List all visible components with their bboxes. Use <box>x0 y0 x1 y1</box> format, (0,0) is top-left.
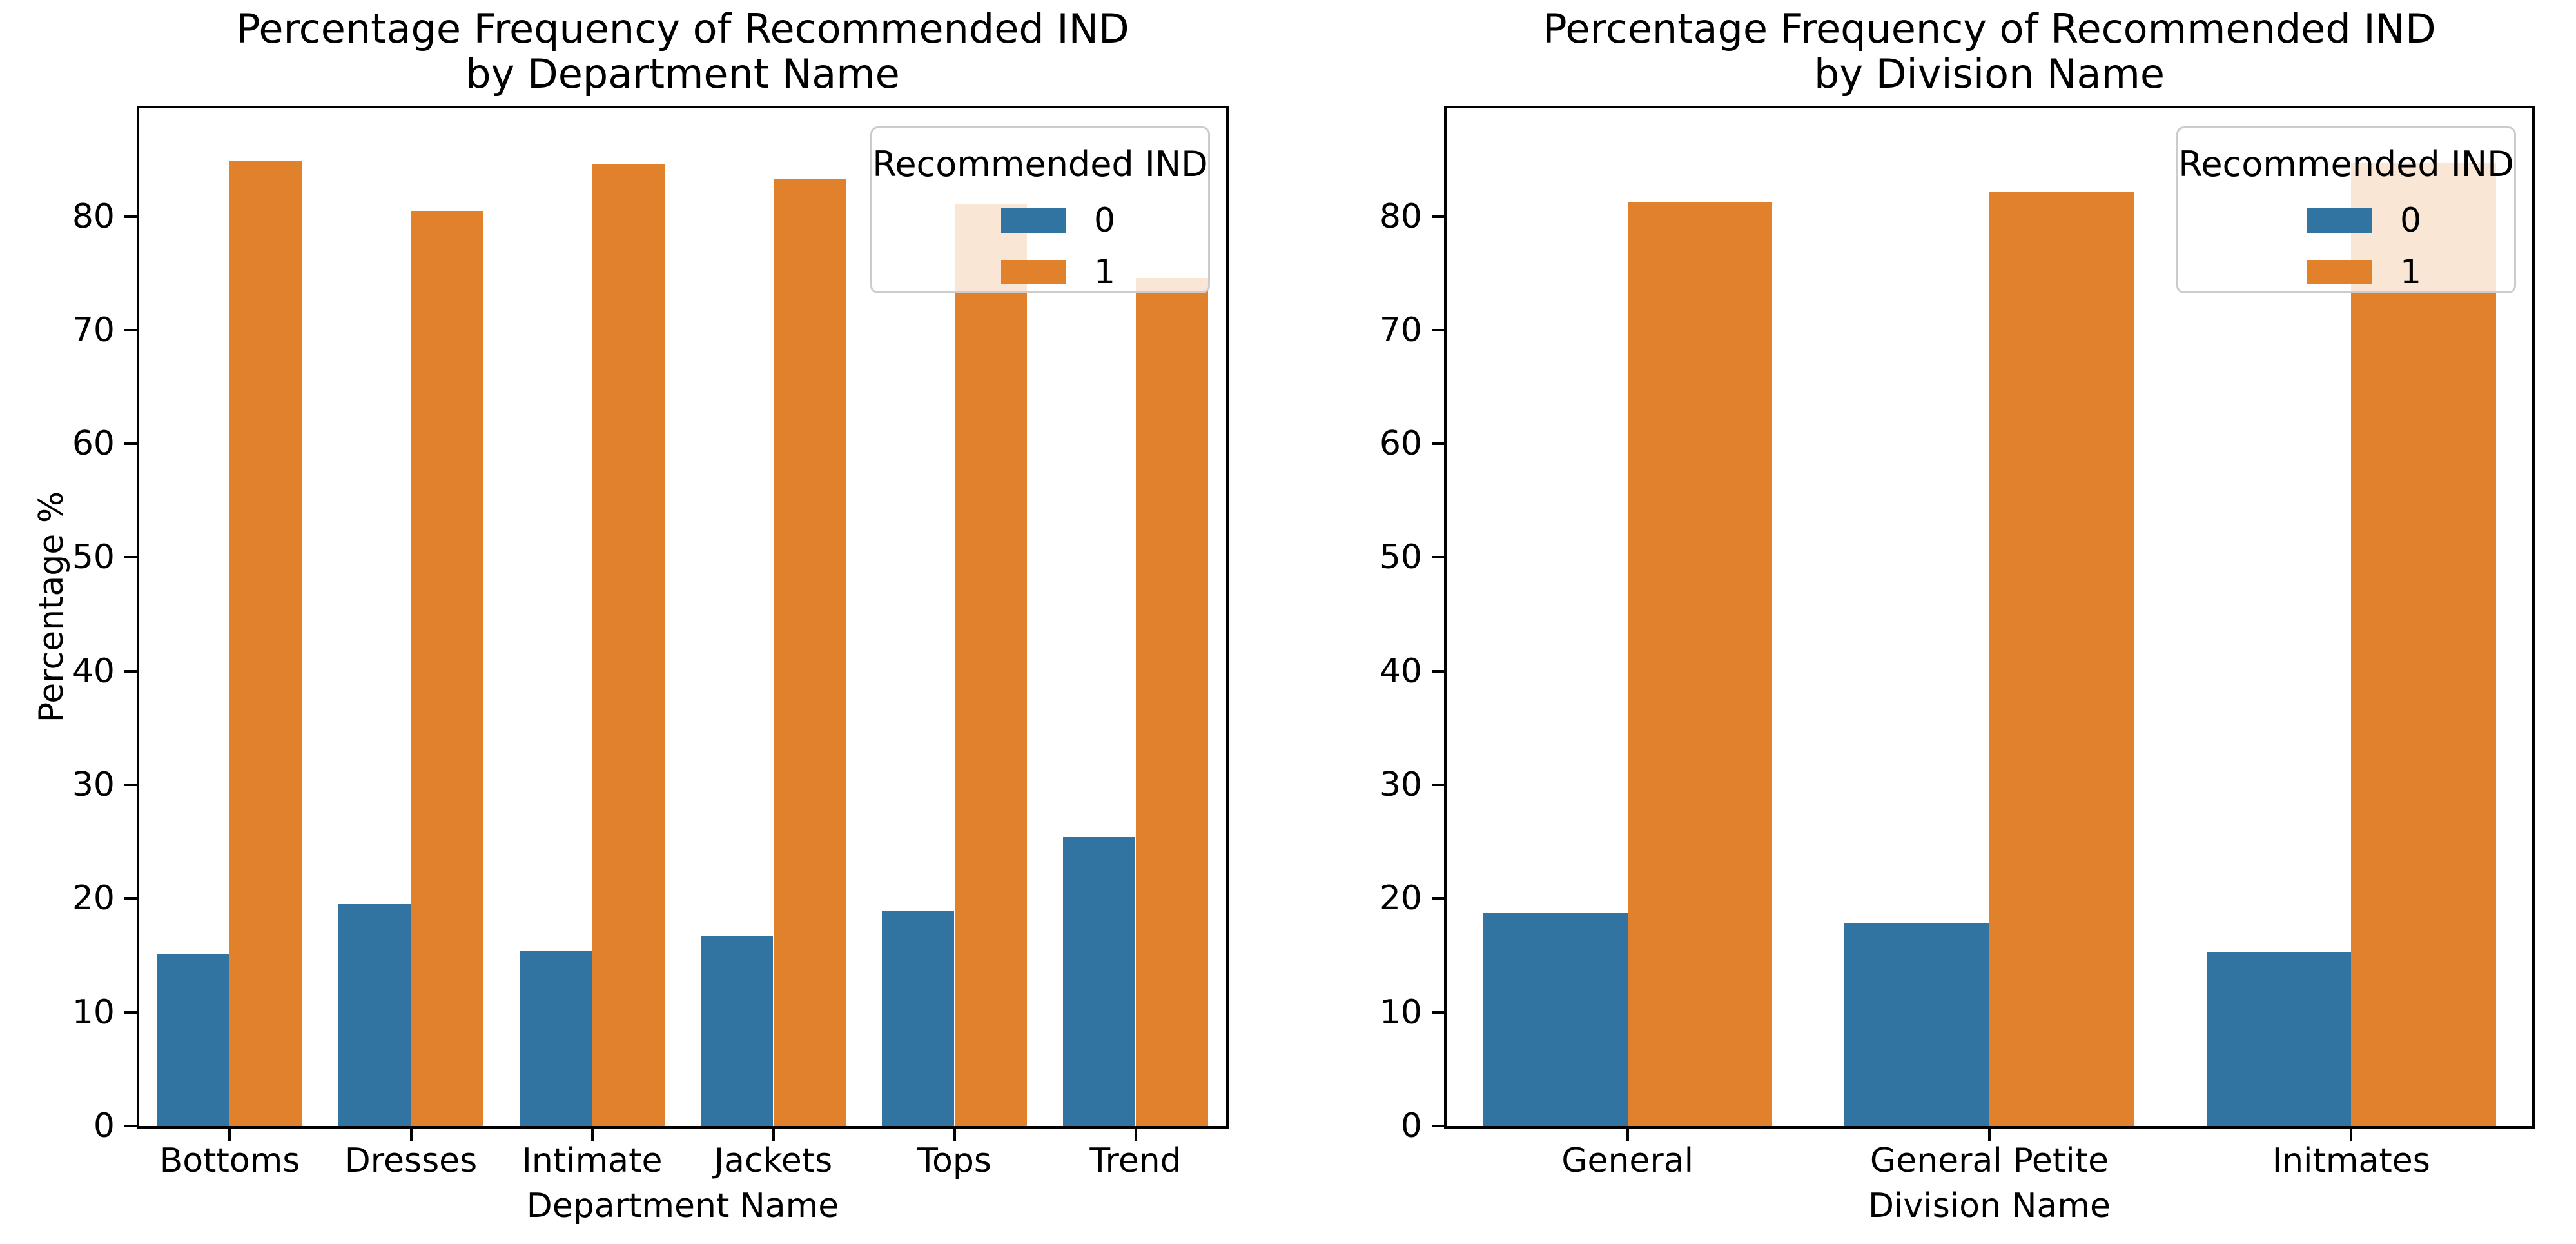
y-tick-mark <box>124 1125 137 1127</box>
y-tick-mark <box>124 784 137 787</box>
y-tick-label: 70 <box>72 310 115 350</box>
legend: Recommended IND 0 1 <box>870 126 1210 293</box>
y-tick-label: 0 <box>1400 1107 1422 1145</box>
axes-department: Percentage % Department Name 0 10 20 30 40 50… <box>32 106 1229 1225</box>
y-tick-mark <box>1432 669 1444 673</box>
bar-jackets-0 <box>701 936 774 1126</box>
legend: Recommended IND 0 1 <box>2176 126 2516 293</box>
y-tick-mark <box>1432 784 1444 787</box>
y-axis-label: Percentage % <box>32 491 71 723</box>
x-tick-mark <box>2350 1129 2353 1141</box>
y-tick-mark <box>124 328 137 331</box>
chart-title-division: Percentage Frequency of Recommended IND … <box>1444 6 2535 97</box>
y-tick-label: 10 <box>1379 992 1422 1032</box>
legend-item-label-0: 0 <box>2400 201 2422 240</box>
x-tick-mark <box>228 1129 231 1141</box>
y-tick-label: 30 <box>1379 765 1422 805</box>
x-tick-mark <box>772 1129 775 1141</box>
x-tick-label: Jackets <box>714 1141 833 1180</box>
bar-initmates-1 <box>2351 163 2496 1126</box>
bar-jackets-1 <box>773 179 846 1126</box>
y-tick-mark <box>1432 215 1444 218</box>
x-tick-label: Dresses <box>344 1141 478 1180</box>
legend-swatch-1 <box>2307 260 2372 284</box>
x-tick-label: Tops <box>917 1141 991 1180</box>
x-tick-mark <box>590 1129 594 1141</box>
legend-swatch-0 <box>2307 208 2372 233</box>
legend-item-label-0: 0 <box>1094 201 1116 240</box>
bar-general-petite-0 <box>1844 923 1989 1126</box>
bar-dresses-1 <box>411 210 483 1126</box>
y-tick-mark <box>1432 442 1444 446</box>
y-tick-mark <box>124 897 137 900</box>
y-tick-label: 10 <box>72 992 115 1032</box>
bar-tops-0 <box>882 911 955 1126</box>
legend-title: Recommended IND <box>872 144 1208 184</box>
chart-title-line2: by Division Name <box>1813 50 2165 97</box>
x-tick-mark <box>409 1129 413 1141</box>
y-tick-label: 50 <box>1379 538 1422 577</box>
legend-item-label-1: 1 <box>2400 253 2422 291</box>
legend-item-label-1: 1 <box>1094 253 1116 291</box>
x-tick-mark <box>1134 1129 1137 1141</box>
chart-title-line1: Percentage Frequency of Recommended IND <box>236 5 1129 52</box>
bar-trend-0 <box>1063 837 1136 1126</box>
legend-swatch-1 <box>1001 260 1066 284</box>
legend-swatch-0 <box>1001 208 1066 233</box>
y-tick-label: 80 <box>1379 197 1422 236</box>
bar-dresses-0 <box>338 904 411 1126</box>
x-tick-label: Intimate <box>522 1141 663 1180</box>
x-tick-mark <box>953 1129 956 1141</box>
y-tick-label: 30 <box>72 765 115 805</box>
y-tick-label: 0 <box>93 1107 115 1145</box>
y-tick-label: 40 <box>72 651 115 691</box>
y-tick-label: 70 <box>1379 310 1422 350</box>
x-axis-label: Division Name <box>1868 1187 2111 1225</box>
y-tick-mark <box>124 669 137 673</box>
y-tick-label: 50 <box>72 538 115 577</box>
bar-general-petite-1 <box>1989 191 2134 1126</box>
bar-bottoms-0 <box>157 954 230 1126</box>
y-tick-mark <box>1432 897 1444 900</box>
x-tick-label: General Petite <box>1869 1141 2109 1180</box>
bar-general-0 <box>1483 913 1628 1126</box>
y-tick-mark <box>1432 1011 1444 1014</box>
y-tick-label: 20 <box>72 879 115 918</box>
y-tick-mark <box>1432 1125 1444 1127</box>
bar-intimate-1 <box>592 164 665 1126</box>
y-tick-mark <box>124 1011 137 1014</box>
y-tick-label: 20 <box>1379 879 1422 918</box>
y-tick-mark <box>124 556 137 559</box>
x-tick-label: Initmates <box>2272 1141 2430 1180</box>
x-axis-label: Department Name <box>526 1187 839 1225</box>
bar-initmates-0 <box>2206 952 2352 1126</box>
y-tick-label: 60 <box>1379 424 1422 464</box>
legend-title: Recommended IND <box>2178 144 2514 184</box>
x-tick-label: Trend <box>1089 1141 1182 1180</box>
x-tick-mark <box>1988 1129 1991 1141</box>
bar-general-1 <box>1627 201 1773 1126</box>
y-tick-mark <box>124 442 137 446</box>
bar-tops-1 <box>954 204 1027 1126</box>
chart-title-line1: Percentage Frequency of Recommended IND <box>1543 5 2436 52</box>
x-tick-label: General <box>1561 1141 1694 1180</box>
y-tick-mark <box>1432 328 1444 331</box>
chart-title-line2: by Department Name <box>465 50 900 97</box>
y-tick-mark <box>1432 556 1444 559</box>
y-tick-label: 80 <box>72 197 115 236</box>
y-tick-label: 60 <box>72 424 115 464</box>
y-tick-mark <box>124 215 137 218</box>
x-tick-label: Bottoms <box>159 1141 300 1180</box>
axes-division: Division Name 0 10 20 30 40 50 60 70 80 General Ge… <box>1380 106 2535 1225</box>
bar-bottoms-1 <box>229 161 302 1126</box>
bar-intimate-0 <box>520 951 592 1126</box>
y-tick-label: 40 <box>1379 651 1422 691</box>
chart-title-department: Percentage Frequency of Recommended IND … <box>137 6 1229 97</box>
x-tick-mark <box>1626 1129 1629 1141</box>
bar-trend-1 <box>1135 277 1208 1126</box>
